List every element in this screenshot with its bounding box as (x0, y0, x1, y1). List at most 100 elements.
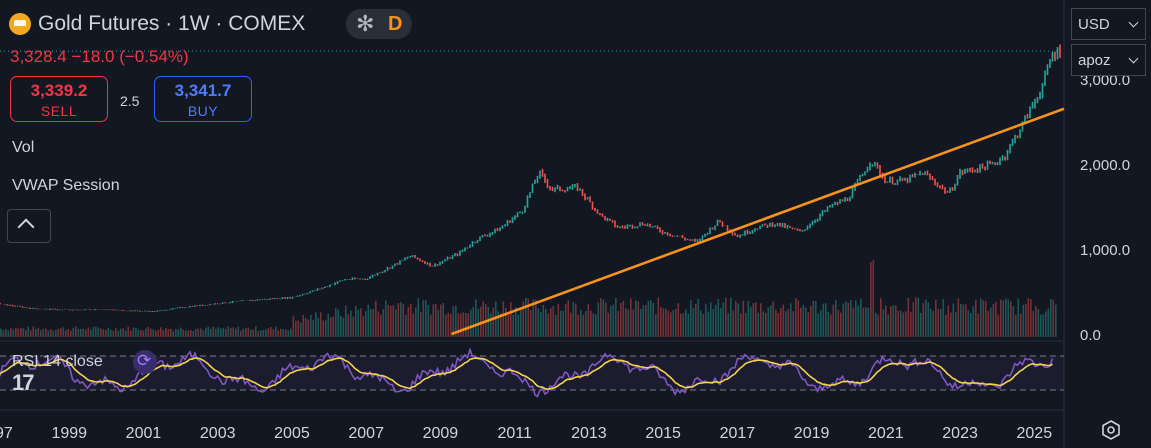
volume-bar (357, 309, 360, 337)
volume-bars (0, 260, 1057, 337)
volume-bar (630, 298, 632, 337)
volume-bar (992, 304, 995, 337)
volume-bar (1017, 298, 1020, 337)
volume-bar (677, 302, 680, 337)
volume-bar (327, 313, 330, 337)
volume-bar (407, 306, 410, 337)
rsi-settings-icon[interactable] (133, 350, 157, 374)
volume-bar (867, 307, 870, 337)
volume-bar (850, 299, 852, 337)
volume-bar (12, 329, 15, 337)
volume-bar (402, 303, 405, 337)
volume-bar (125, 330, 127, 337)
volume-bar (247, 327, 250, 337)
time-tick-label: 2025 (1017, 425, 1053, 442)
asterisk-icon[interactable]: ✻ (356, 11, 375, 36)
volume-bar (452, 306, 455, 337)
volume-bar (982, 300, 985, 337)
volume-bar (242, 328, 245, 337)
volume-bar (975, 299, 977, 337)
volume-bar (647, 300, 650, 337)
collapse-legend-button[interactable] (7, 209, 51, 243)
volume-bar (227, 326, 230, 337)
volume-bar (0, 328, 2, 337)
rsi-indicator-label[interactable]: RSI 14 close (12, 353, 103, 370)
volume-bar (105, 329, 107, 337)
volume-bar (752, 303, 755, 337)
volume-bar (780, 307, 782, 337)
volume-bar (410, 304, 412, 337)
unit-select[interactable]: apoz (1071, 44, 1146, 76)
price-candles (0, 44, 1061, 313)
volume-bar (570, 312, 572, 337)
volume-bar (905, 311, 907, 337)
volume-bar (15, 327, 17, 337)
volume-bar (987, 310, 990, 337)
volume-bar (935, 299, 937, 337)
volume-bar (877, 314, 880, 337)
rsi-band-fill (0, 356, 1064, 390)
currency-select[interactable]: USD (1071, 8, 1146, 40)
volume-bar (642, 305, 645, 337)
volume-bar (567, 300, 570, 337)
volume-bar (717, 299, 720, 337)
volume-bar (252, 329, 255, 337)
volume-bar (305, 317, 307, 337)
sell-button[interactable]: 3,339.2 SELL (10, 76, 108, 122)
volume-bar (107, 327, 110, 337)
volume-bar (1000, 299, 1002, 337)
volume-bar (412, 313, 415, 337)
volume-bar (970, 312, 972, 337)
volume-bar (202, 330, 205, 337)
chart-settings-gear-icon[interactable] (1100, 419, 1122, 441)
volume-bar (772, 301, 775, 337)
volume-bar (7, 330, 10, 337)
volume-bar (217, 327, 220, 337)
rsi-signal-line (0, 357, 1053, 391)
volume-bar (130, 330, 132, 337)
volume-bar (892, 305, 895, 337)
volume-bar (330, 317, 332, 337)
volume-bar (600, 298, 602, 337)
volume-bar (817, 313, 820, 337)
volume-bar (265, 329, 267, 337)
time-tick-label: 2003 (200, 425, 236, 442)
volume-bar (1047, 308, 1050, 337)
volume-bar (637, 301, 640, 337)
buy-button[interactable]: 3,341.7 BUY (154, 76, 252, 122)
volume-bar (397, 302, 400, 337)
vwap-indicator-label[interactable]: VWAP Session (12, 177, 120, 194)
volume-bar (897, 310, 900, 337)
volume-bar (532, 299, 535, 337)
price-tick-label: 3,000.0 (1080, 72, 1130, 89)
volume-bar (390, 306, 392, 337)
delayed-data-badge[interactable]: D (388, 13, 403, 35)
volume-bar (37, 327, 40, 337)
volume-bar (612, 304, 615, 337)
symbol-title[interactable]: Gold Futures · 1W · COMEX (38, 12, 306, 35)
volume-indicator-label[interactable]: Vol (12, 139, 35, 156)
volume-bar (462, 312, 465, 337)
time-tick-label: 2013 (571, 425, 607, 442)
volume-bar (657, 297, 660, 337)
volume-bar (55, 329, 57, 337)
volume-bar (60, 328, 62, 337)
volume-bar (680, 313, 682, 337)
volume-bar (670, 312, 672, 337)
volume-bar (165, 328, 167, 337)
volume-bar (235, 328, 237, 337)
rsi-line (0, 347, 1054, 398)
volume-bar (930, 308, 932, 337)
volume-bar (650, 300, 652, 337)
volume-bar (607, 312, 610, 337)
volume-bar (162, 330, 165, 337)
volume-bar (1050, 299, 1052, 337)
volume-bar (832, 304, 835, 337)
volume-bar (345, 305, 347, 337)
volume-bar (337, 309, 340, 337)
volume-bar (722, 302, 725, 337)
volume-bar (940, 309, 942, 337)
badge-pill[interactable] (346, 9, 412, 39)
volume-bar (755, 302, 757, 337)
